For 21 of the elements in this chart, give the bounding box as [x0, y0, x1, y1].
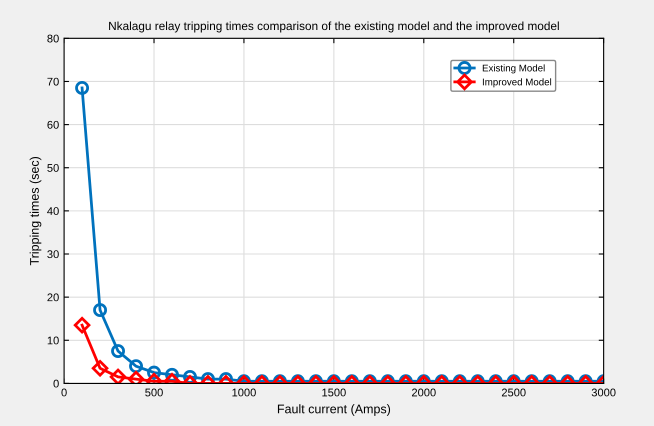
x-tick-label: 2500 — [502, 388, 526, 396]
y-tick-label: 40 — [47, 207, 59, 216]
x-tick-label: 2000 — [412, 388, 436, 396]
legend-label: Improved Model — [482, 78, 552, 88]
x-tick-label: 1500 — [322, 388, 346, 396]
x-tick-label: 3000 — [592, 388, 616, 396]
x-axis-title: Fault current (Amps) — [278, 404, 390, 416]
y-tick-label: 30 — [47, 250, 59, 258]
x-tick-label: 500 — [145, 388, 163, 396]
y-tick-label: 50 — [47, 164, 59, 172]
chart-title: Nkalagu relay tripping times comparison of the existing model and the improved model — [109, 21, 559, 32]
y-tick-label: 0 — [53, 380, 59, 388]
y-axis-title: Tripping times (sec) — [30, 157, 42, 266]
y-tick-label: 10 — [48, 336, 59, 344]
x-tick-label: 0 — [61, 388, 67, 396]
y-tick-label: 20 — [47, 293, 59, 302]
x-tick-label: 1000 — [232, 388, 256, 396]
legend-label: Existing Model — [482, 64, 545, 74]
y-tick-label: 80 — [47, 34, 59, 42]
y-tick-label: 60 — [47, 120, 59, 129]
y-tick-label: 70 — [47, 78, 59, 86]
